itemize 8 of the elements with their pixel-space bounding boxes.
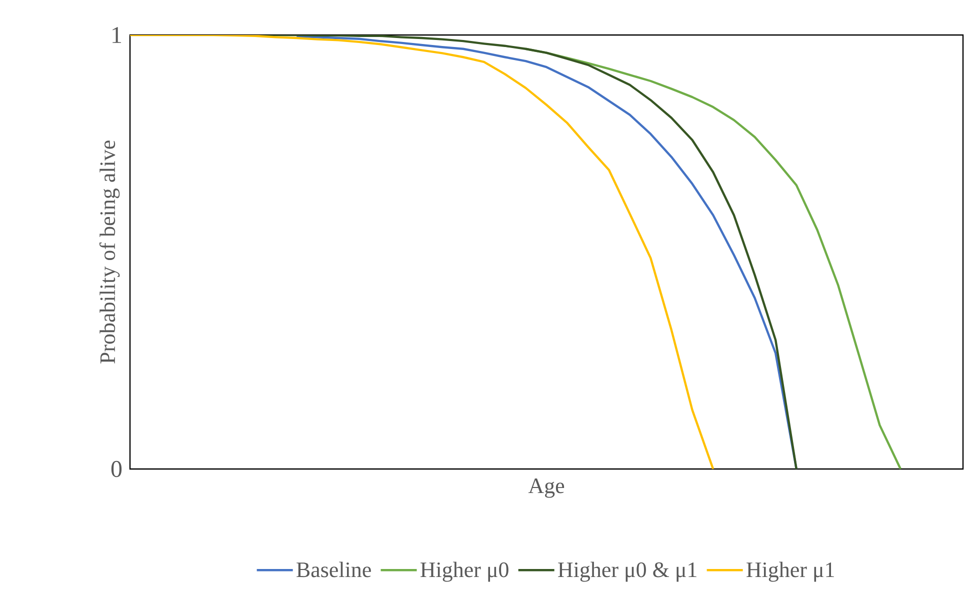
legend-label: Higher μ0 (420, 562, 508, 582)
legend-label: Higher μ0 & μ1 (558, 562, 696, 582)
y-tick-label: 0 (111, 460, 122, 478)
x-axis-title: Age (528, 478, 564, 498)
y-tick-label: 1 (112, 27, 122, 43)
y-axis-title: Probability of being alive (99, 140, 120, 364)
legend-label: Baseline (296, 562, 371, 578)
legend-label: Higher μ1 (746, 562, 834, 582)
